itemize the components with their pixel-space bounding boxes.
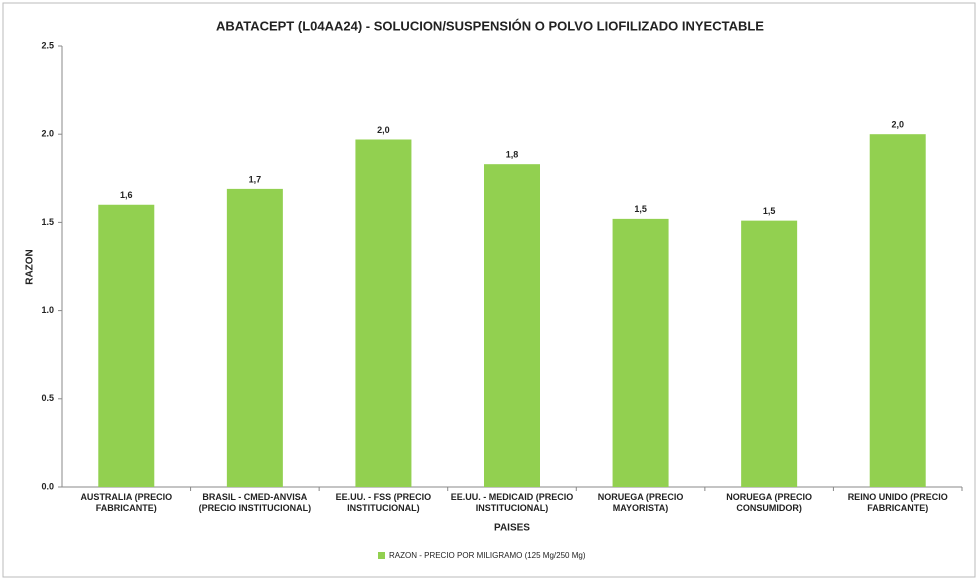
y-tick-label: 1.5: [41, 217, 54, 227]
data-label: 1,8: [506, 150, 519, 160]
x-tick-label: REINO UNIDO (PRECIO FABRICANTE): [847, 492, 948, 513]
x-tick-label: EE.UU. - MEDICAID (PRECIO INSTITUCIONAL): [450, 492, 574, 513]
legend-label: RAZON - PRECIO POR MILIGRAMO (125 Mg/250…: [389, 551, 586, 560]
y-tick-label: 2.0: [41, 129, 54, 139]
bar: [226, 188, 283, 487]
bar: [98, 204, 155, 487]
data-label: 1,5: [634, 204, 647, 214]
bar: [741, 220, 798, 488]
data-label: 1,6: [120, 190, 133, 200]
x-tick-label: BRASIL - CMED-ANVISA (PRECIO INSTITUCION…: [198, 492, 312, 513]
y-tick-label: 0.0: [41, 481, 54, 491]
data-label: 1,5: [763, 206, 776, 216]
bar: [355, 139, 412, 487]
bar: [484, 164, 540, 488]
y-tick-label: 1.0: [41, 305, 54, 315]
data-label: 2,0: [377, 125, 390, 135]
data-label: 2,0: [891, 120, 904, 130]
x-tick-label: NORUEGA (PRECIO MAYORISTA): [597, 492, 684, 513]
y-axis-label: RAZON: [25, 249, 36, 285]
x-axis-label: PAISES: [494, 523, 530, 534]
bar: [612, 218, 669, 487]
chart-title: ABATACEPT (L04AA24) - SOLUCION/SUSPENSIÓ…: [216, 18, 764, 33]
legend-swatch: [378, 552, 385, 559]
x-tick-label: EE.UU. - FSS (PRECIO INSTITUCIONAL): [335, 492, 432, 513]
y-tick-label: 0.5: [41, 393, 54, 403]
bar: [869, 134, 926, 487]
x-tick-label: AUSTRALIA (PRECIO FABRICANTE): [80, 492, 173, 513]
x-tick-label: NORUEGA (PRECIO CONSUMIDOR): [726, 492, 812, 513]
y-tick-label: 2.5: [41, 40, 54, 50]
data-label: 1,7: [249, 174, 262, 184]
